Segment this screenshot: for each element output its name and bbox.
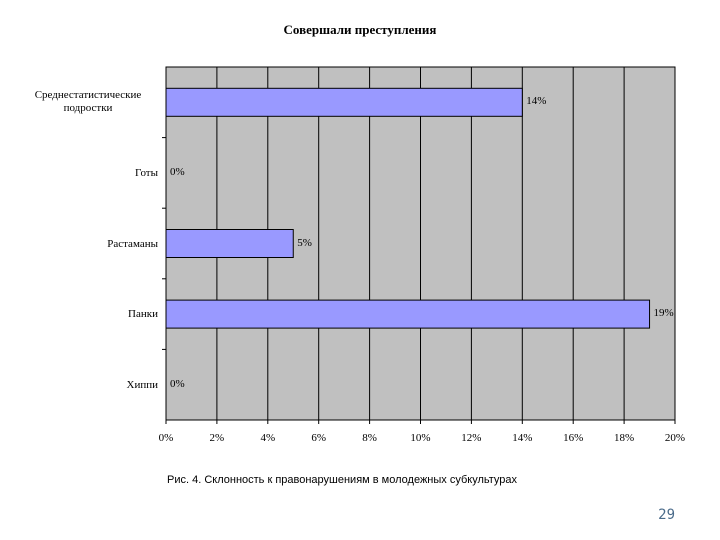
value-label: 5%: [297, 236, 312, 249]
value-label: 19%: [653, 307, 674, 320]
bar: [165, 229, 294, 258]
page-number: 29: [658, 507, 675, 523]
category-label: Хиппи: [126, 378, 159, 391]
category-label: Растаманы: [107, 237, 158, 250]
category-label: Среднестатистические подростки: [34, 89, 142, 115]
x-tick-label: 12%: [461, 432, 482, 444]
x-tick-label: 16%: [563, 432, 584, 444]
x-tick-label: 2%: [209, 432, 225, 444]
x-tick-label: 8%: [362, 432, 377, 444]
bar: [165, 299, 651, 329]
x-tick-label: 18%: [614, 432, 635, 444]
x-tick-label: 4%: [260, 432, 276, 444]
x-tick-label: 14%: [512, 432, 533, 444]
value-label: 14%: [526, 95, 547, 108]
value-label: 0%: [170, 165, 185, 178]
category-label: Готы: [135, 166, 158, 179]
x-tick-label: 20%: [664, 432, 686, 444]
x-tick-label: 0%: [158, 432, 174, 444]
bar: [165, 87, 523, 117]
chart-title: Совершали преступления: [283, 22, 437, 37]
figure-caption: Рис. 4. Склонность к правонарушениям в м…: [167, 474, 518, 486]
x-tick-label: 6%: [311, 432, 327, 444]
x-tick-label: 10%: [410, 432, 431, 444]
value-label: 0%: [170, 377, 185, 390]
category-label: Панки: [128, 308, 158, 321]
